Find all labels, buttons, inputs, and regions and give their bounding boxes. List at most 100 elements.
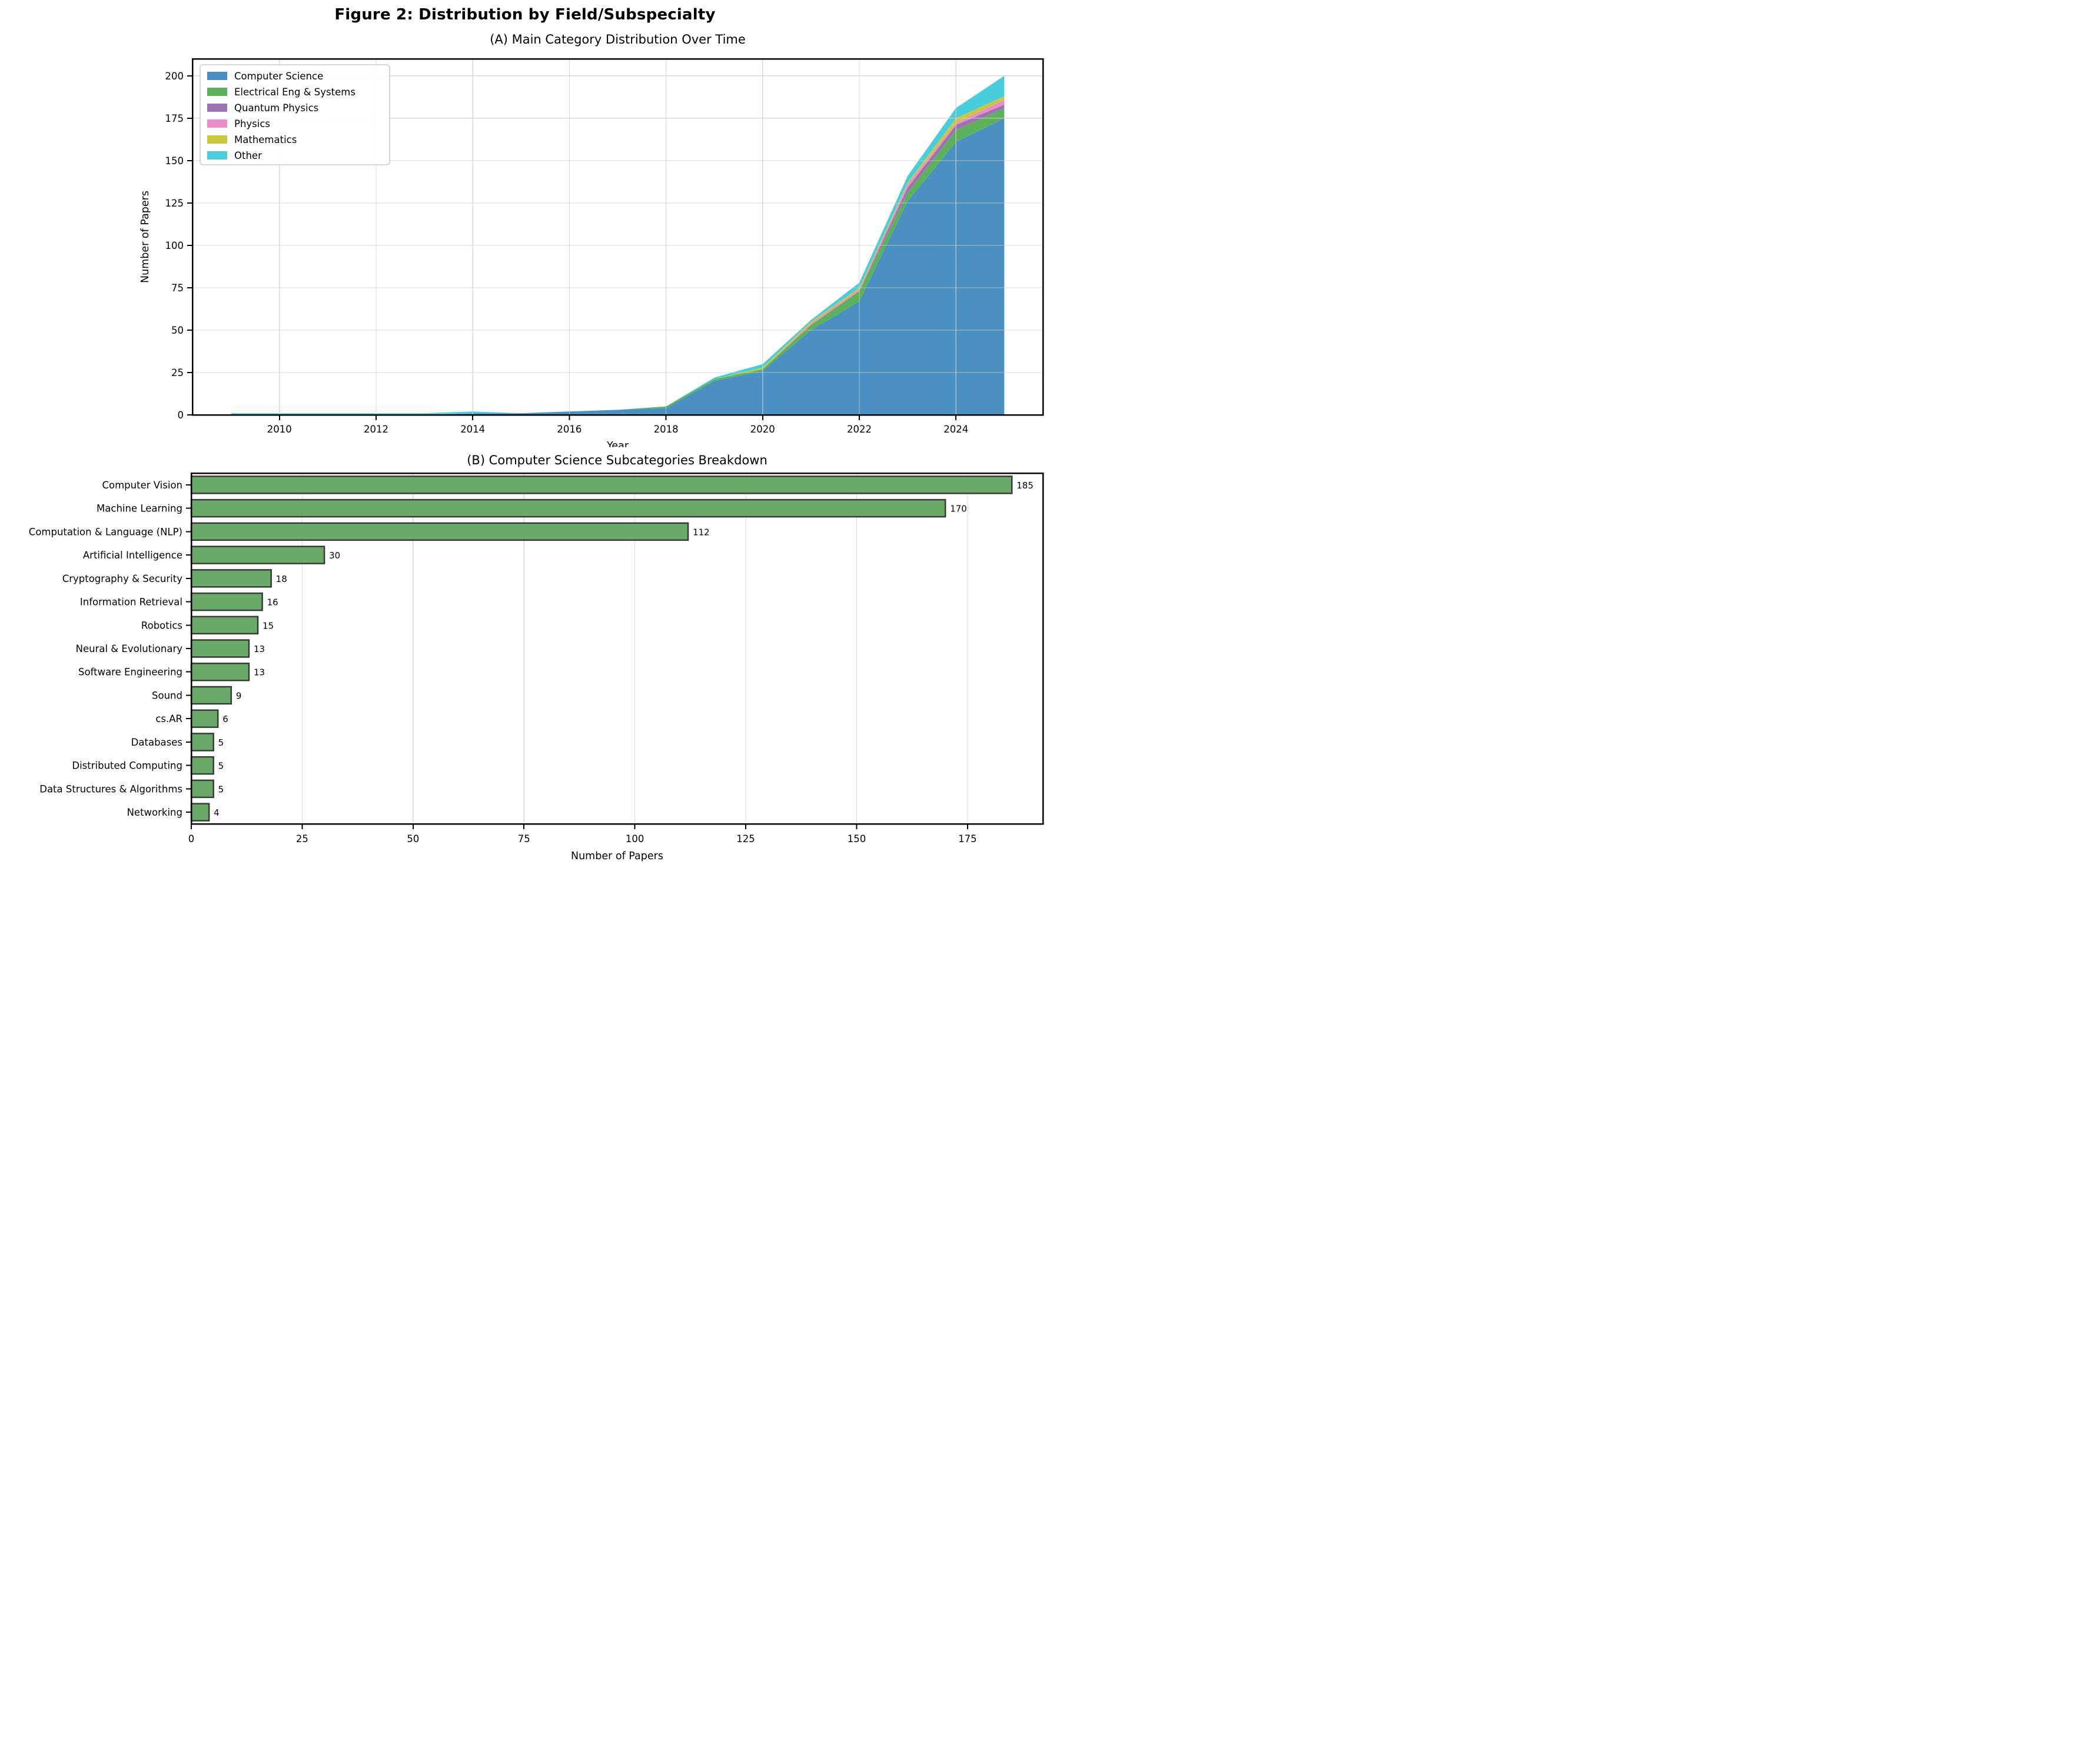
bar-chart-cs-subcategories: (B) Computer Science Subcategories Break…	[29, 453, 1044, 862]
legend-label-quantum-physics: Quantum Physics	[234, 102, 318, 114]
area-computer-science	[231, 118, 1005, 415]
bar-value-label: 30	[329, 550, 340, 561]
category-label-cryptography-security: Cryptography & Security	[62, 573, 183, 584]
legend-item: Mathematics	[207, 134, 297, 145]
figure-2: Figure 2: Distribution by Field/Subspeci…	[0, 0, 1050, 870]
bar-value-label: 9	[236, 690, 242, 701]
legend-swatch-electrical-eng-systems	[207, 88, 227, 96]
legend-item: Computer Science	[207, 71, 323, 82]
category-label-databases: Databases	[131, 737, 182, 748]
x-tick-label: 2012	[364, 424, 388, 435]
bar-value-label: 5	[218, 737, 224, 748]
x-tick-label: 150	[848, 833, 866, 844]
y-tick-label: 200	[165, 71, 184, 82]
bar-value-label: 13	[254, 644, 265, 654]
bar-computer-vision	[190, 476, 1013, 494]
x-tick-label: 2014	[460, 424, 485, 435]
chart-a-subtitle: (A) Main Category Distribution Over Time	[490, 32, 746, 46]
bar-machine-learning	[190, 498, 946, 518]
category-label-neural-evolutionary: Neural & Evolutionary	[76, 643, 183, 654]
bar-value-label: 170	[950, 504, 967, 514]
x-tick-label: 50	[407, 833, 419, 844]
bar-robotics	[190, 616, 259, 635]
x-tick-label: 2024	[943, 424, 968, 435]
legend-swatch-physics	[207, 119, 227, 128]
legend-item: Other	[207, 150, 262, 161]
bar-value-label: 5	[218, 784, 224, 794]
bar-value-label: 4	[214, 807, 220, 818]
legend-item: Physics	[207, 118, 270, 129]
bar-cryptography-security	[190, 569, 272, 588]
category-label-distributed-computing: Distributed Computing	[72, 760, 182, 772]
axis-spine	[191, 58, 1044, 416]
legend-label-other: Other	[234, 150, 262, 161]
category-label-computer-vision: Computer Vision	[102, 480, 182, 491]
legend-item: Electrical Eng & Systems	[207, 87, 355, 98]
figure-title: Figure 2: Distribution by Field/Subspeci…	[334, 6, 716, 24]
area-chart-main-categories: (A) Main Category Distribution Over Time…	[139, 32, 1044, 447]
legend-label-mathematics: Mathematics	[234, 134, 297, 145]
bar-cs-ar	[190, 709, 219, 728]
x-tick-label: 2016	[557, 424, 582, 435]
axis-spine	[190, 472, 1044, 825]
bar-value-label: 5	[218, 761, 224, 772]
y-tick-label: 150	[165, 155, 184, 167]
bar-sound	[190, 686, 232, 705]
y-tick-label: 0	[178, 410, 184, 421]
category-label-cs-ar: cs.AR	[155, 713, 182, 724]
bar-value-label: 13	[254, 667, 265, 678]
bar-value-label: 6	[222, 714, 228, 724]
bar-computation-language-nlp	[190, 522, 689, 541]
legend-label-physics: Physics	[234, 118, 270, 129]
bar-networking	[190, 803, 210, 822]
legend-swatch-computer-science	[207, 72, 227, 80]
y-tick-label: 175	[165, 113, 184, 124]
bar-value-label: 16	[267, 597, 278, 608]
category-label-networking: Networking	[127, 807, 182, 818]
x-tick-label: 100	[626, 833, 644, 844]
x-tick-label: 2010	[267, 424, 292, 435]
legend-label-computer-science: Computer Science	[234, 71, 323, 82]
x-tick-label: 75	[518, 833, 530, 844]
y-tick-label: 75	[171, 282, 184, 294]
chart-b-subtitle: (B) Computer Science Subcategories Break…	[467, 453, 767, 467]
bar-software-engineering	[190, 662, 250, 681]
legend-label-electrical-eng-systems: Electrical Eng & Systems	[234, 87, 355, 98]
category-label-data-structures-algorithms: Data Structures & Algorithms	[39, 783, 182, 794]
x-axis-label: Year	[606, 440, 629, 447]
bar-value-label: 15	[262, 620, 274, 631]
x-tick-label: 2022	[847, 424, 872, 435]
x-tick-label: 2020	[750, 424, 775, 435]
bar-information-retrieval	[190, 592, 263, 611]
bar-distributed-computing	[190, 756, 214, 775]
legend-swatch-mathematics	[207, 135, 227, 144]
category-label-information-retrieval: Information Retrieval	[80, 597, 182, 608]
category-label-artificial-intelligence: Artificial Intelligence	[83, 550, 182, 561]
y-tick-label: 100	[165, 240, 184, 251]
y-tick-label: 25	[171, 367, 184, 378]
bar-value-label: 112	[693, 527, 710, 537]
y-tick-label: 50	[171, 325, 184, 336]
y-tick-label: 125	[165, 198, 184, 209]
x-tick-label: 25	[296, 833, 308, 844]
x-tick-label: 175	[958, 833, 977, 844]
legend-swatch-other	[207, 151, 227, 159]
legend-box: Computer Science Electrical Eng & Systems…	[200, 64, 390, 165]
category-label-computation-language-nlp: Computation & Language (NLP)	[29, 526, 182, 537]
legend-item: Quantum Physics	[207, 102, 318, 114]
bar-artificial-intelligence	[190, 546, 325, 564]
bar-data-structures-algorithms	[190, 779, 214, 799]
bar-databases	[190, 733, 214, 752]
category-label-robotics: Robotics	[141, 620, 182, 631]
y-axis-label: Number of Papers	[139, 191, 151, 283]
category-label-sound: Sound	[152, 690, 182, 701]
x-tick-label: 125	[736, 833, 755, 844]
bar-neural-evolutionary	[190, 639, 250, 658]
bar-value-label: 18	[276, 574, 287, 584]
category-label-software-engineering: Software Engineering	[78, 667, 182, 678]
category-label-machine-learning: Machine Learning	[97, 503, 182, 514]
x-tick-label: 0	[188, 833, 195, 844]
x-axis-label: Number of Papers	[571, 850, 663, 862]
x-tick-label: 2018	[654, 424, 679, 435]
legend-swatch-quantum-physics	[207, 104, 227, 112]
